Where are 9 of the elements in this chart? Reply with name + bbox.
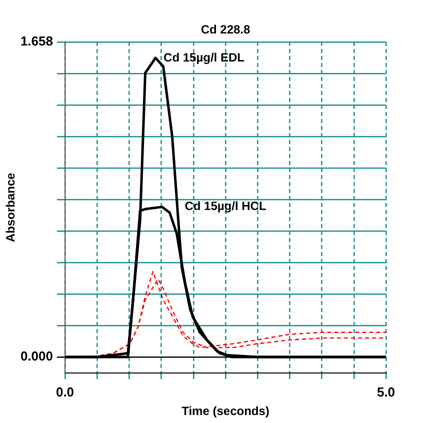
annotation: Cd 15µg/l HCL (184, 199, 266, 214)
x-tick-label: 0.0 (56, 384, 74, 400)
y-tick-label: 0.000 (20, 348, 53, 364)
y-tick-label: 1.658 (20, 34, 53, 49)
y-axis-title: Absorbance (4, 172, 18, 242)
chart-title: Cd 228.8 (200, 22, 251, 36)
x-axis-title: Time (seconds) (182, 404, 270, 418)
x-tick-label: 5.0 (376, 384, 396, 400)
annotation: Cd 15µg/l EDL (164, 50, 244, 64)
